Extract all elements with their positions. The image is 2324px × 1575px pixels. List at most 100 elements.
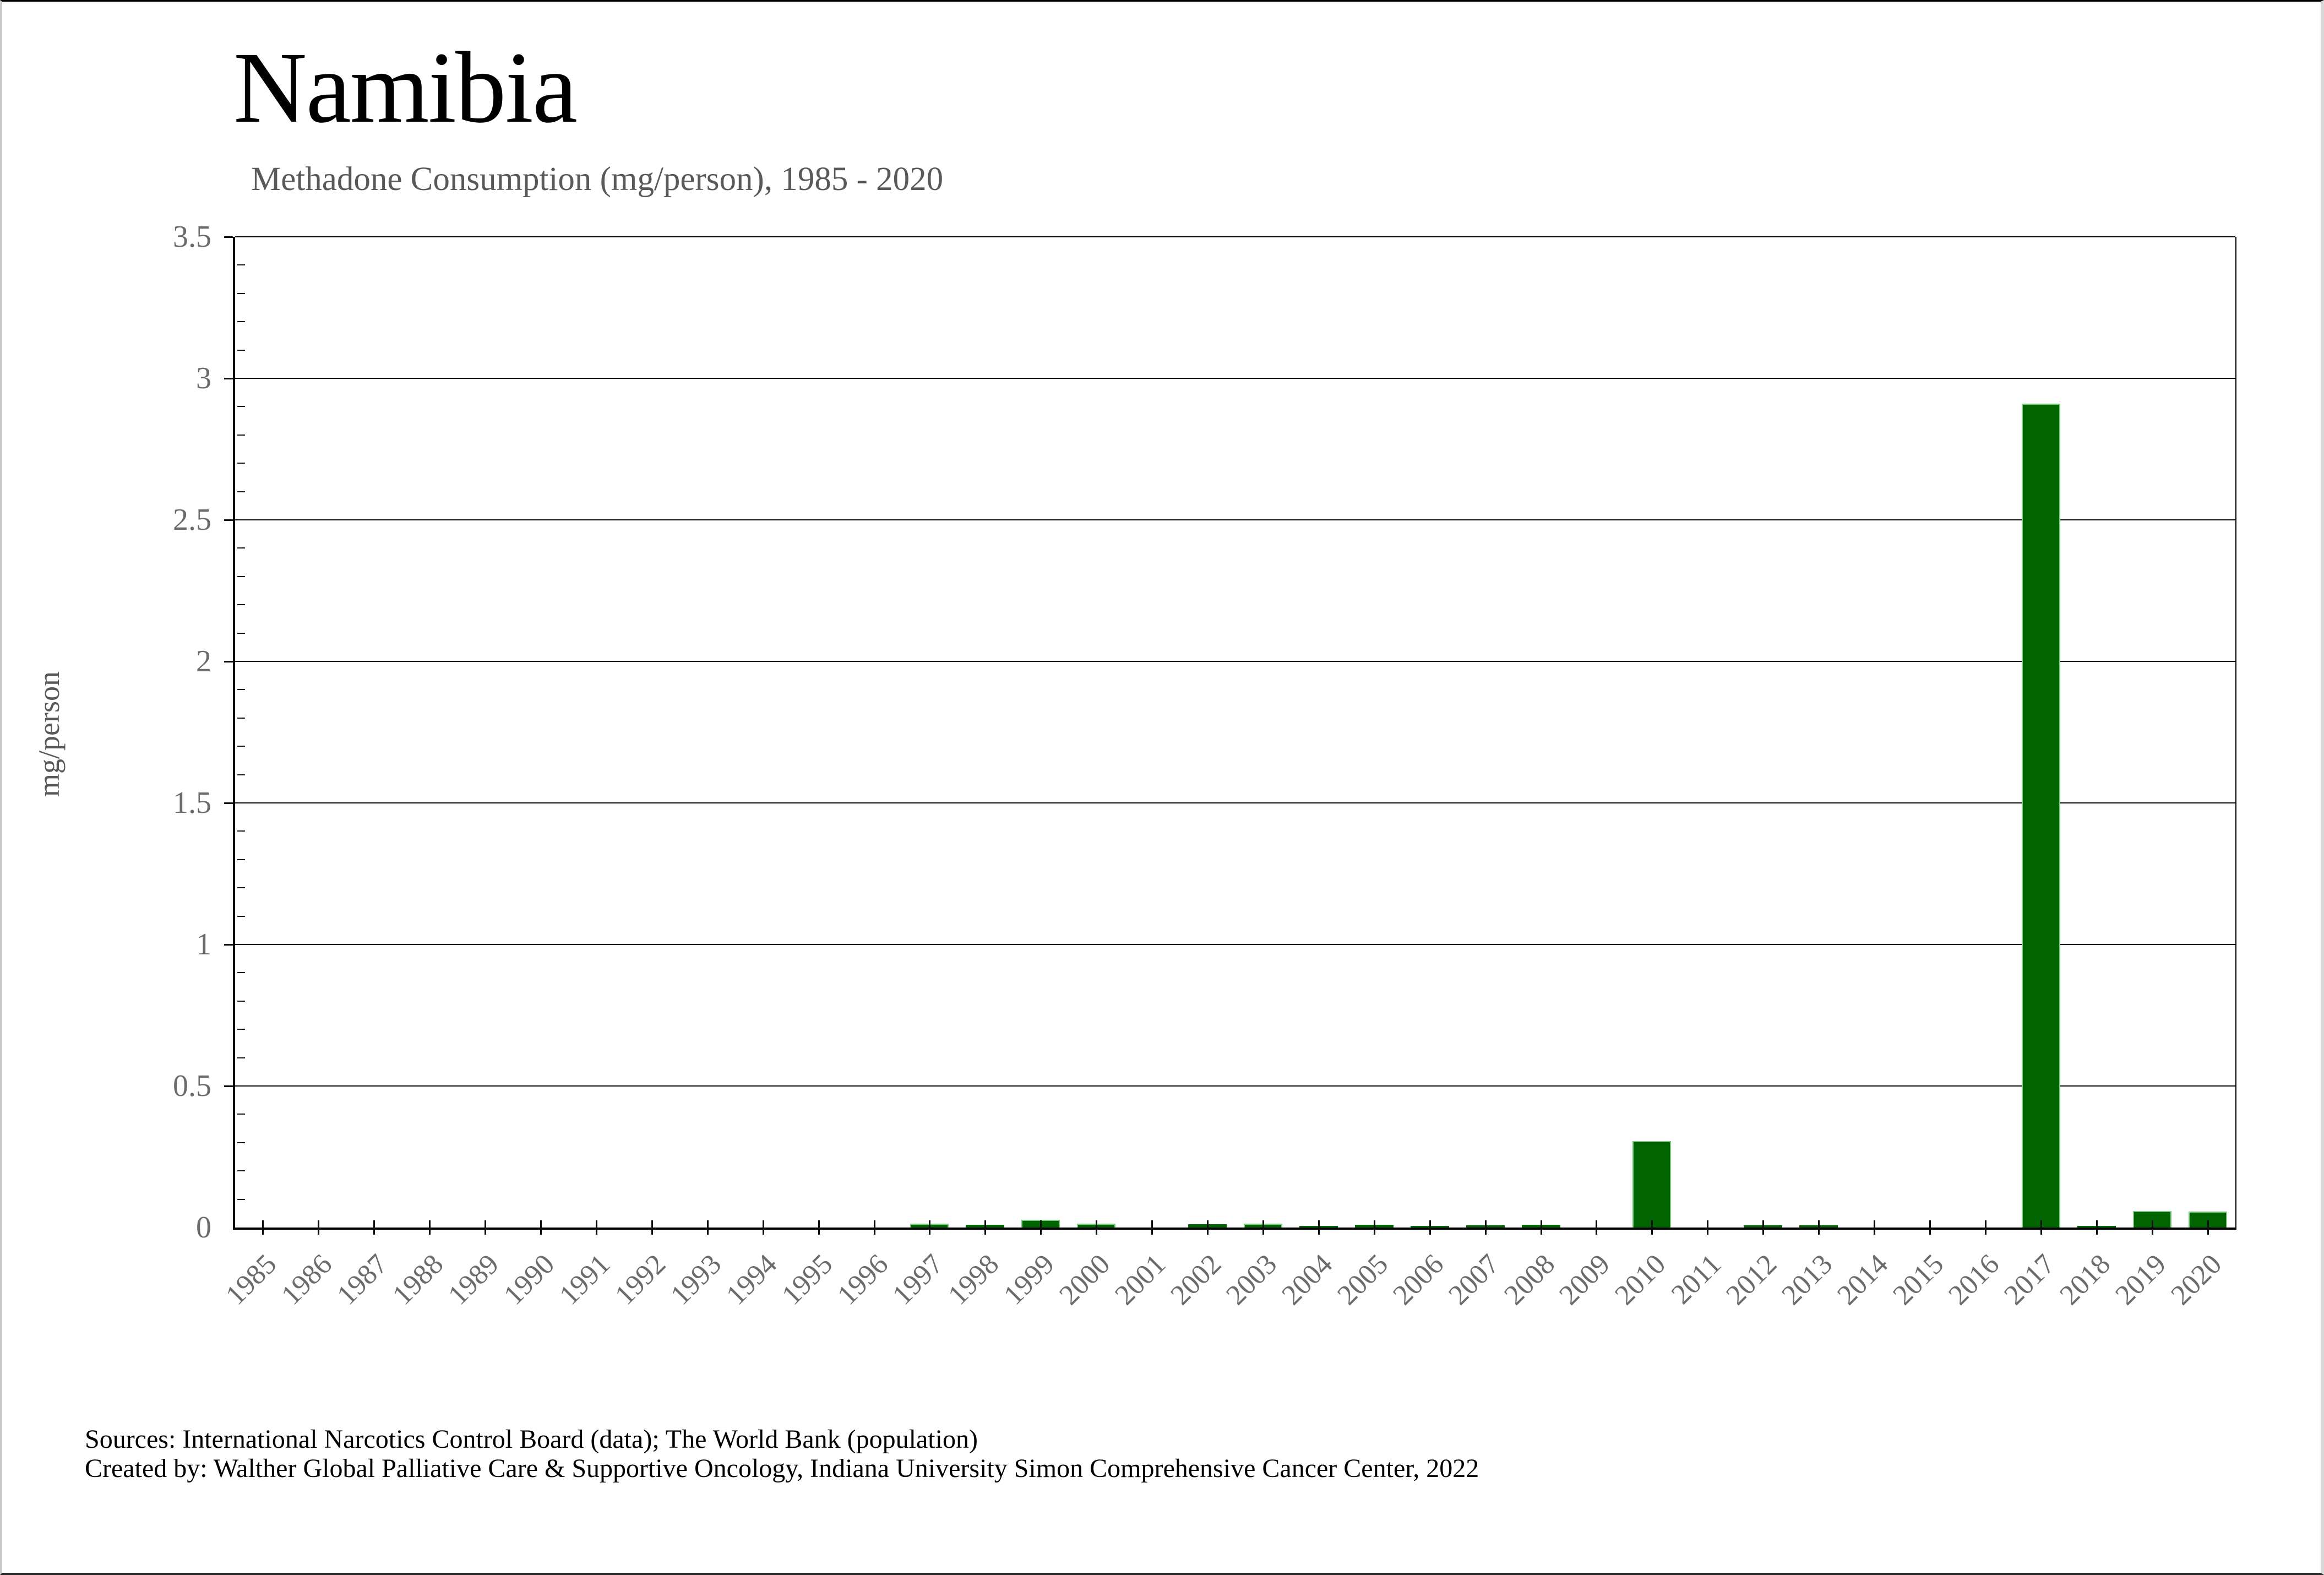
y-major-tick — [224, 944, 233, 946]
y-major-tick — [224, 1085, 233, 1087]
y-minor-tick — [237, 1057, 245, 1058]
x-tick-label-1989: 1989 — [442, 1248, 505, 1311]
x-tick-2007 — [1485, 1220, 1487, 1235]
x-tick-label-2003: 2003 — [1220, 1248, 1283, 1311]
y-minor-tick — [237, 1142, 245, 1143]
x-tick-label-1999: 1999 — [998, 1248, 1061, 1311]
x-tick-2008 — [1541, 1220, 1542, 1235]
gridline-1.5 — [235, 802, 2235, 803]
x-tick-label-1987: 1987 — [331, 1248, 394, 1311]
y-major-tick — [224, 519, 233, 521]
y-minor-tick — [237, 633, 245, 634]
x-tick-1993 — [707, 1220, 709, 1235]
y-minor-tick — [237, 264, 245, 265]
gridline-2.0 — [235, 661, 2235, 662]
x-tick-1991 — [596, 1220, 597, 1235]
y-tick-label-3: 3 — [196, 361, 211, 395]
x-tick-1985 — [262, 1220, 264, 1235]
x-tick-label-2002: 2002 — [1164, 1248, 1228, 1311]
x-tick-2003 — [1262, 1220, 1264, 1235]
x-tick-label-1992: 1992 — [609, 1248, 672, 1311]
x-tick-label-1991: 1991 — [553, 1248, 617, 1311]
bar-2010 — [1632, 1141, 1671, 1228]
x-tick-1988 — [429, 1220, 431, 1235]
x-tick-label-2017: 2017 — [1998, 1248, 2061, 1311]
footer-created-by-line: Created by: Walther Global Palliative Ca… — [85, 1454, 1479, 1483]
x-tick-label-2008: 2008 — [1498, 1248, 1561, 1311]
x-tick-2004 — [1318, 1220, 1320, 1235]
x-tick-2019 — [2152, 1220, 2153, 1235]
x-tick-label-2011: 2011 — [1665, 1248, 1728, 1311]
y-minor-tick — [237, 576, 245, 577]
y-minor-tick — [237, 689, 245, 690]
x-tick-label-1993: 1993 — [665, 1248, 728, 1311]
y-minor-tick — [237, 1001, 245, 1002]
x-tick-1999 — [1040, 1220, 1042, 1235]
x-tick-2001 — [1151, 1220, 1153, 1235]
y-minor-tick — [237, 916, 245, 917]
x-tick-1996 — [874, 1220, 875, 1235]
x-tick-1992 — [651, 1220, 653, 1235]
bar-2017 — [2022, 404, 2060, 1228]
x-tick-2018 — [2096, 1220, 2098, 1235]
x-tick-label-2019: 2019 — [2109, 1248, 2173, 1311]
y-minor-tick — [237, 604, 245, 605]
y-tick-label-0.5: 0.5 — [173, 1069, 211, 1103]
y-minor-tick — [237, 491, 245, 492]
x-tick-2010 — [1651, 1220, 1653, 1235]
y-minor-tick — [237, 350, 245, 351]
x-tick-2015 — [1929, 1220, 1931, 1235]
x-tick-2013 — [1818, 1220, 1820, 1235]
chart-subtitle: Methadone Consumption (mg/person), 1985 … — [251, 161, 944, 198]
x-tick-label-2010: 2010 — [1609, 1248, 1672, 1311]
x-tick-label-1994: 1994 — [720, 1248, 783, 1311]
y-tick-label-1: 1 — [196, 927, 211, 962]
x-tick-2005 — [1374, 1220, 1375, 1235]
x-tick-label-1998: 1998 — [942, 1248, 1005, 1311]
gridline-2.5 — [235, 519, 2235, 520]
x-tick-1994 — [763, 1220, 764, 1235]
y-minor-tick — [237, 406, 245, 407]
x-tick-1986 — [318, 1220, 319, 1235]
x-tick-1998 — [984, 1220, 986, 1235]
x-tick-label-2000: 2000 — [1053, 1248, 1117, 1311]
x-tick-label-1985: 1985 — [220, 1248, 283, 1311]
y-minor-tick — [237, 859, 245, 860]
x-tick-2009 — [1596, 1220, 1597, 1235]
x-tick-2002 — [1207, 1220, 1209, 1235]
y-minor-tick — [237, 1029, 245, 1030]
x-tick-2011 — [1707, 1220, 1708, 1235]
gridline-0.5 — [235, 1085, 2235, 1087]
x-tick-label-2009: 2009 — [1553, 1248, 1617, 1311]
y-major-tick — [224, 802, 233, 804]
x-tick-1987 — [373, 1220, 375, 1235]
x-tick-label-2007: 2007 — [1443, 1248, 1506, 1311]
x-tick-label-2013: 2013 — [1776, 1248, 1839, 1311]
x-tick-label-1996: 1996 — [831, 1248, 895, 1311]
y-minor-tick — [237, 746, 245, 747]
x-tick-label-2006: 2006 — [1387, 1248, 1450, 1311]
x-tick-2017 — [2040, 1220, 2042, 1235]
x-tick-label-2005: 2005 — [1331, 1248, 1395, 1311]
x-tick-label-2020: 2020 — [2165, 1248, 2228, 1311]
x-tick-2014 — [1874, 1220, 1875, 1235]
plot-area — [224, 236, 2236, 1235]
x-tick-1997 — [929, 1220, 930, 1235]
y-minor-tick — [237, 1199, 245, 1200]
y-minor-tick — [237, 972, 245, 973]
y-minor-tick — [237, 774, 245, 775]
y-minor-tick — [237, 547, 245, 548]
y-major-tick — [224, 661, 233, 662]
x-tick-2020 — [2207, 1220, 2209, 1235]
y-tick-label-1.5: 1.5 — [173, 786, 211, 820]
x-tick-2016 — [1985, 1220, 1986, 1235]
gridline-3.0 — [235, 378, 2235, 379]
x-tick-label-1997: 1997 — [886, 1248, 950, 1311]
x-tick-label-2015: 2015 — [1887, 1248, 1950, 1311]
x-tick-label-1990: 1990 — [498, 1248, 561, 1311]
x-tick-1995 — [818, 1220, 820, 1235]
y-minor-tick — [237, 1114, 245, 1115]
x-tick-label-2018: 2018 — [2054, 1248, 2117, 1311]
y-major-tick — [224, 378, 233, 379]
